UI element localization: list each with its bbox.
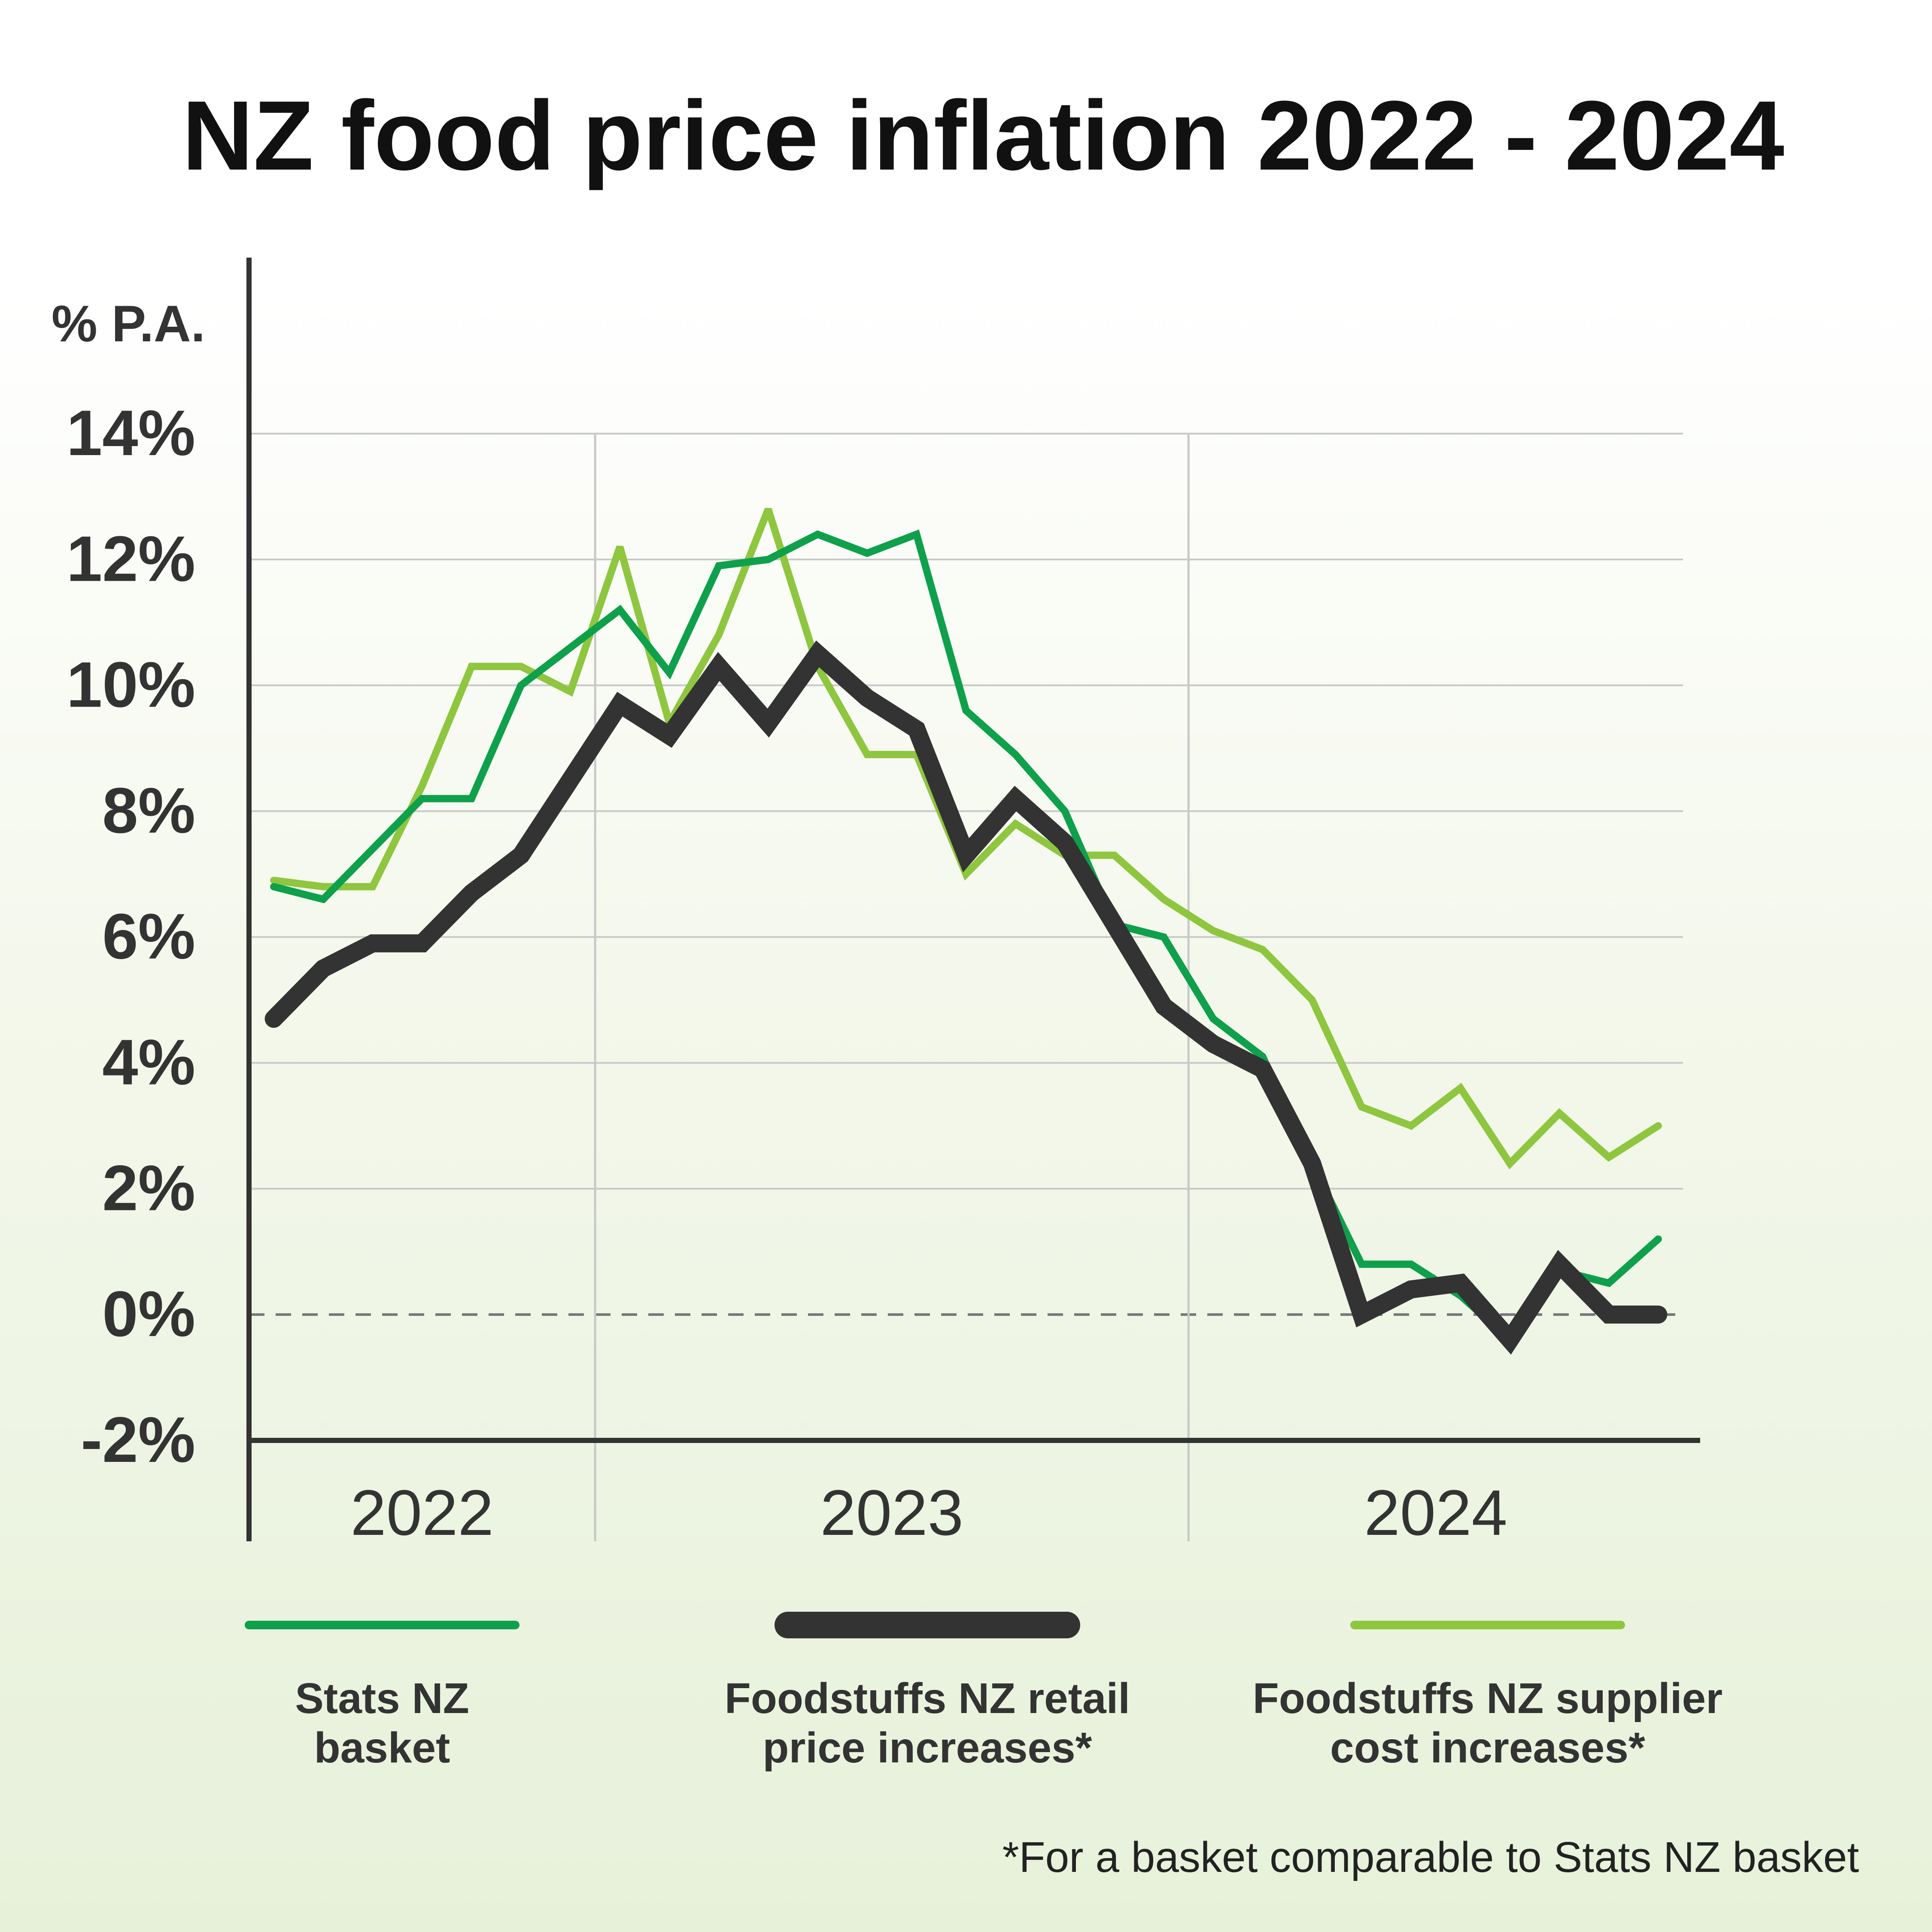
y-tick-label: 14% xyxy=(67,397,195,469)
x-tick-label: 2024 xyxy=(1364,1476,1507,1549)
legend-label: price increases* xyxy=(762,1724,1092,1772)
y-tick-label: 4% xyxy=(102,1026,195,1098)
y-tick-label: 0% xyxy=(102,1278,195,1350)
y-tick-label: 10% xyxy=(67,648,195,720)
y-tick-label: 12% xyxy=(67,522,195,595)
chart-title: NZ food price inflation 2022 - 2024 xyxy=(182,80,1784,191)
legend-label: basket xyxy=(314,1724,450,1772)
x-tick-label: 2023 xyxy=(820,1476,963,1549)
legend-label: Foodstuffs NZ supplier xyxy=(1253,1674,1722,1722)
legend-label: Foodstuffs NZ retail xyxy=(725,1674,1130,1722)
tick-layer: 14% 12% 10% 8% 6% 4% 2% 0% -2% 2022 2023 2024 xyxy=(67,397,1507,1549)
x-tick-label: 2022 xyxy=(350,1476,494,1549)
footnote: *For a basket comparable to Stats NZ bas… xyxy=(1002,1833,1859,1881)
series-line-foodstuffs_retail xyxy=(264,640,1668,1355)
y-tick-label: 2% xyxy=(102,1152,195,1224)
y-axis-label: % P.A. xyxy=(52,295,205,352)
series-line-stats_nz xyxy=(270,529,1662,1346)
legend-label: cost increases* xyxy=(1330,1724,1645,1772)
grid-layer xyxy=(249,433,1683,1541)
y-tick-label: 8% xyxy=(102,774,195,846)
legend-label: Stats NZ xyxy=(295,1674,469,1722)
series-layer xyxy=(264,507,1668,1355)
y-tick-label: 6% xyxy=(102,900,195,972)
axis-layer xyxy=(246,258,1700,1541)
y-tick-label: -2% xyxy=(81,1403,195,1476)
series-line-foodstuffs_supplier xyxy=(270,507,1662,1170)
